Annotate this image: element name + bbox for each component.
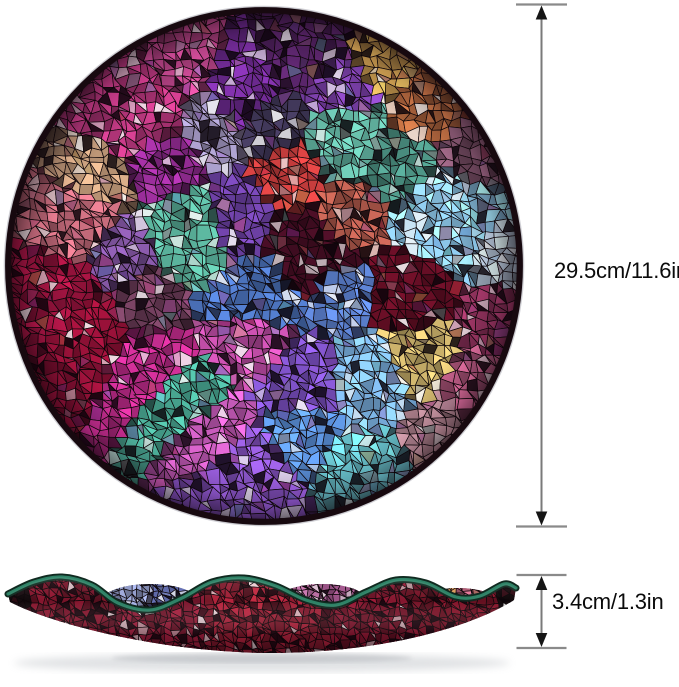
arrowhead-down-icon [535,633,548,647]
arrowhead-up-icon [535,5,548,20]
arrowhead-down-icon [535,511,548,526]
height-dimension-label: 3.4cm/1.3in [552,589,664,614]
height-dimension-arrow [516,573,567,650]
arrowhead-up-icon [535,576,548,590]
diameter-dimension-arrow [516,3,567,528]
diameter-dimension-label: 29.5cm/11.6in [554,258,679,283]
plate-side-view [4,573,520,672]
plate-top-view [3,5,525,527]
